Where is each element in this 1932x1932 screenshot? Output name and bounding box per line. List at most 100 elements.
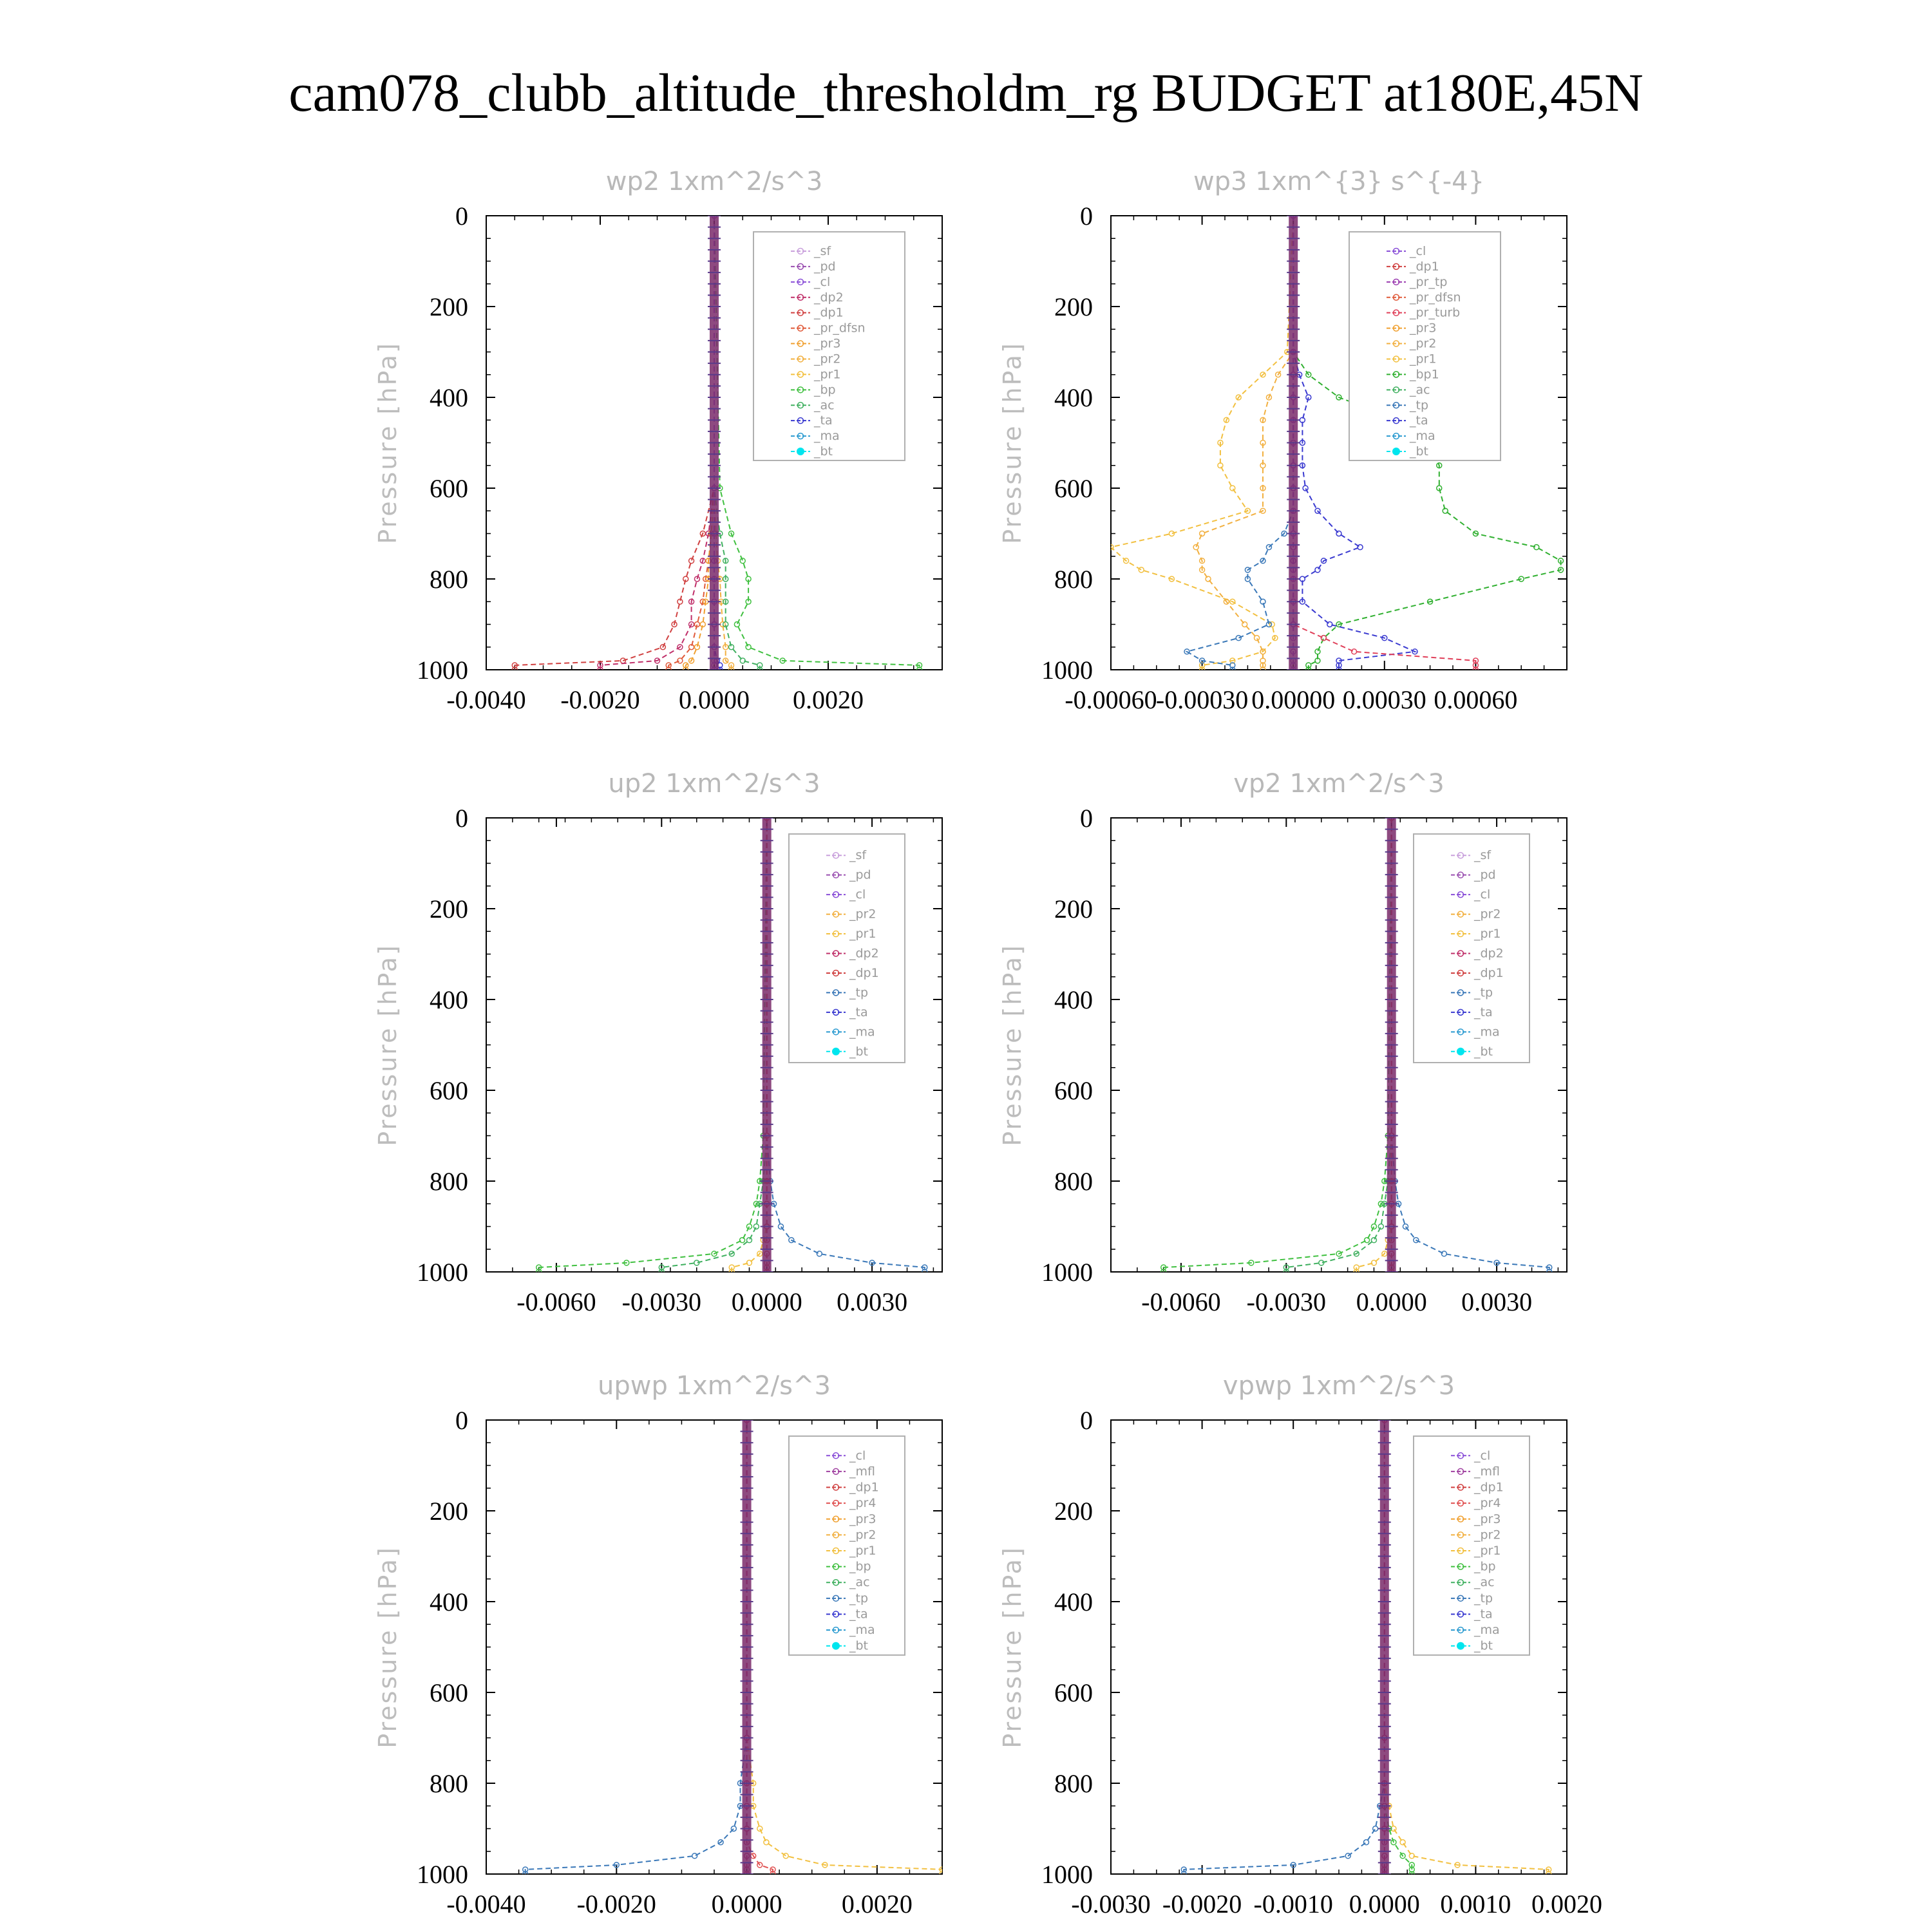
legend-label: _dp1 [813,306,844,320]
legend-marker [832,911,840,918]
data-point [1314,567,1321,573]
y-axis-label: Pressure [hPa] [998,341,1027,544]
legend-marker [832,1009,840,1016]
legend-label: _pr_turb [1409,306,1460,320]
series-line-dp1 [538,818,768,1272]
data-point [1363,1236,1370,1244]
legend-label: _pr1 [1473,927,1501,941]
legend-label: _tp [849,985,868,999]
legend-marker [1457,1626,1464,1634]
data-point [677,644,683,650]
data-point [1305,394,1312,401]
legend-label: _ta [813,413,833,428]
legend-label: _cl [849,1448,866,1463]
data-point [757,1862,763,1868]
legend-label: _ma [849,1623,875,1637]
x-tick-label: 0.0000 [712,1889,782,1918]
y-tick-label: 200 [430,292,468,321]
legend-marker [1457,989,1464,996]
data-point [1217,462,1224,469]
legend-marker [832,1626,840,1634]
data-point [1408,1866,1416,1873]
x-tick-label: -0.0040 [446,685,526,714]
data-point [691,1853,698,1859]
legend-marker [1457,950,1464,957]
data-point [739,658,746,664]
data-point [1413,1236,1419,1244]
data-point [1472,662,1479,668]
data-point [1472,658,1479,664]
data-point [1223,598,1230,605]
legend-label: _pr2 [849,907,876,922]
data-point [1314,507,1321,514]
data-point [1260,658,1266,664]
data-point [730,1825,737,1832]
legend-label: _dp2 [1473,947,1504,961]
x-tick-label: -0.00030 [1156,685,1248,714]
y-tick-label: 600 [1054,1678,1093,1707]
legend-label: _bt [849,1045,868,1059]
legend-marker [832,1642,840,1650]
y-tick-label: 200 [1054,895,1093,923]
panel-title: wp3 1xm^{3} s^{-4} [1193,167,1484,196]
data-point [699,530,706,537]
data-point [1472,667,1479,670]
data-point [1320,634,1327,641]
x-tick-label: 0.0000 [1349,1889,1420,1918]
data-point [782,1853,790,1859]
y-tick-label: 200 [430,895,468,923]
legend-marker [832,1515,840,1523]
data-point [1198,567,1206,573]
data-point [746,1236,753,1244]
legend-marker [1457,1009,1464,1016]
legend-label: _pr1 [813,367,840,381]
data-point [1299,462,1306,469]
series-line-ta [1293,216,1417,670]
data-point [722,558,729,564]
data-point [677,658,683,664]
y-tick-label: 400 [430,985,468,1014]
data-point [1305,372,1312,378]
data-point [1314,649,1321,655]
x-tick-label: -0.0020 [560,685,639,714]
data-point [753,1200,760,1207]
data-point [1168,530,1175,537]
legend-label: _pd [849,868,871,882]
data-point [658,1269,665,1272]
y-tick-label: 600 [430,1678,468,1707]
legend-marker [797,432,804,440]
legend-label: _cl [849,887,866,902]
data-point [1283,1269,1290,1272]
data-point [746,1260,753,1266]
series-line-dp2 [600,216,715,670]
legend-marker [832,851,840,859]
data-point [1408,1871,1416,1874]
legend-marker [1457,1515,1464,1523]
legend-marker [1457,1547,1464,1555]
data-point [1274,372,1282,378]
data-point [745,598,752,605]
panels-group: wp2 1xm^2/s^3 Pressure [hPa] 0 200 400 600 800… [374,167,1602,1918]
data-point [1122,558,1130,564]
data-point [1472,530,1479,537]
data-point [1260,372,1266,378]
data-point [745,644,752,650]
legend: _cl_mfl _dp1_pr4 _pr3 _pr2 _pr1 _bp_ac _tp _ta _… [788,1435,905,1656]
y-axis-label: Pressure [hPa] [374,341,402,544]
panel-title: vpwp 1xm^2/s^3 [1223,1371,1455,1401]
legend-marker [1457,1531,1464,1539]
legend-label: _bt [1473,1045,1493,1059]
data-point [535,1269,542,1272]
x-tick-label: 0.00000 [1251,685,1335,714]
legend-box [1413,1435,1530,1656]
data-point [1318,1260,1325,1266]
data-point [1244,576,1251,582]
data-point [1336,1251,1342,1257]
x-tick-label: 0.0000 [732,1287,802,1316]
legend-marker [832,969,840,977]
data-point [1390,1825,1397,1832]
legend: _cl _dp1_pr_tp_pr_dfsn_pr_turb_pr3_pr2_pr… [1349,231,1501,461]
data-point [788,1236,795,1244]
legend-marker [832,1047,840,1056]
